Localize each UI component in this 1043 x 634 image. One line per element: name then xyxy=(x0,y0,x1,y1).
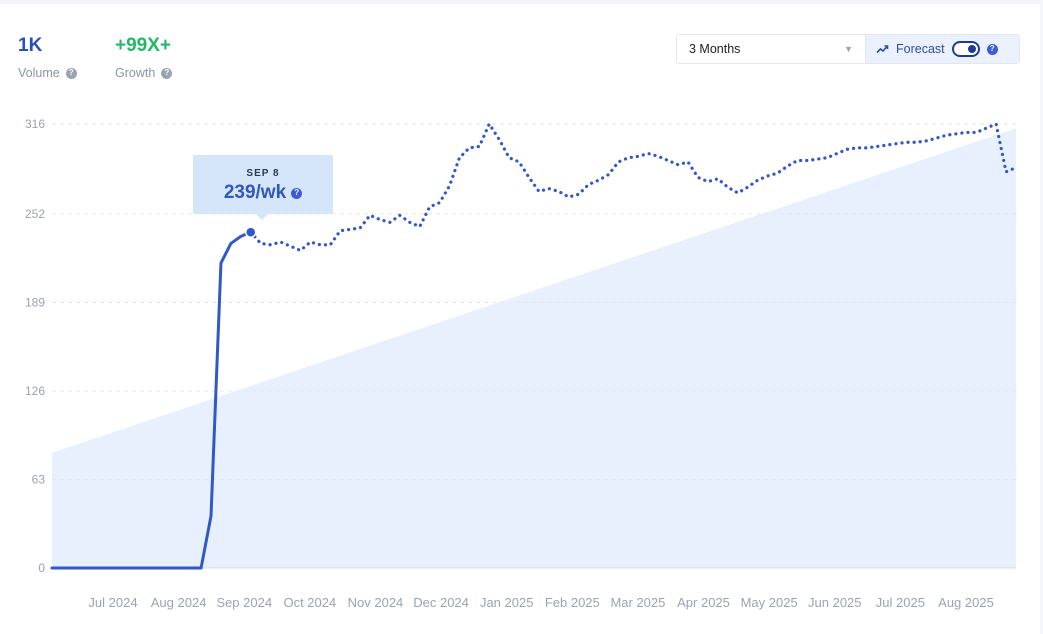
y-tick-label: 63 xyxy=(32,472,46,486)
x-tick-label: Jun 2025 xyxy=(808,595,862,610)
y-tick-label: 252 xyxy=(25,207,45,221)
volume-label: Volume xyxy=(18,66,60,80)
x-tick-label: Jan 2025 xyxy=(480,595,534,610)
x-tick-label: Dec 2024 xyxy=(413,595,469,610)
forecast-area xyxy=(52,128,1016,568)
growth-help-icon[interactable]: ? xyxy=(161,67,173,79)
chart-tooltip: SEP 8 239/wk ? xyxy=(193,155,333,214)
x-tick-label: Jul 2024 xyxy=(88,595,137,610)
forecast-toggle[interactable] xyxy=(951,41,980,57)
tooltip-help-icon[interactable]: ? xyxy=(291,187,303,199)
tooltip-date: SEP 8 xyxy=(246,168,280,179)
growth-label: Growth xyxy=(115,66,156,80)
timeframe-select[interactable]: 3 Months ▼ xyxy=(677,35,866,63)
volume-series-line xyxy=(199,230,253,570)
toggle-knob xyxy=(967,45,976,53)
x-tick-label: May 2025 xyxy=(741,595,798,610)
forecast-help-icon[interactable]: ? xyxy=(986,43,998,55)
x-tick-label: Feb 2025 xyxy=(545,595,600,610)
tooltip-value: 239/wk xyxy=(223,182,287,203)
y-tick-label: 0 xyxy=(38,561,45,575)
highlight-point xyxy=(245,226,257,238)
x-tick-label: Jul 2025 xyxy=(876,595,925,610)
y-tick-label: 189 xyxy=(25,295,45,309)
x-tick-label: Mar 2025 xyxy=(610,595,665,610)
growth-value: +99X+ xyxy=(115,35,171,56)
x-tick-label: Sep 2024 xyxy=(216,595,272,610)
x-tick-label: Aug 2024 xyxy=(151,595,207,610)
chart-controls: 3 Months ▼ Forecast ? xyxy=(676,34,1020,64)
volume-stat: 1K Volume ? xyxy=(18,34,77,80)
volume-value: 1K xyxy=(18,35,43,56)
volume-help-icon[interactable]: ? xyxy=(65,67,77,79)
y-tick-label: 126 xyxy=(25,384,45,398)
chevron-down-icon: ▼ xyxy=(844,44,853,54)
timeframe-value: 3 Months xyxy=(689,42,741,56)
growth-stat: +99X+ Growth ? xyxy=(115,34,173,80)
trending-up-icon xyxy=(876,45,889,54)
x-tick-label: Aug 2025 xyxy=(938,595,994,610)
x-tick-label: Oct 2024 xyxy=(283,595,336,610)
x-tick-label: Nov 2024 xyxy=(348,595,404,610)
y-tick-label: 316 xyxy=(25,117,45,131)
forecast-series-line xyxy=(249,122,1018,253)
x-tick-label: Apr 2025 xyxy=(677,595,730,610)
forecast-control[interactable]: Forecast ? xyxy=(866,35,1019,63)
tooltip-pointer xyxy=(256,214,268,220)
forecast-label: Forecast xyxy=(896,42,945,56)
